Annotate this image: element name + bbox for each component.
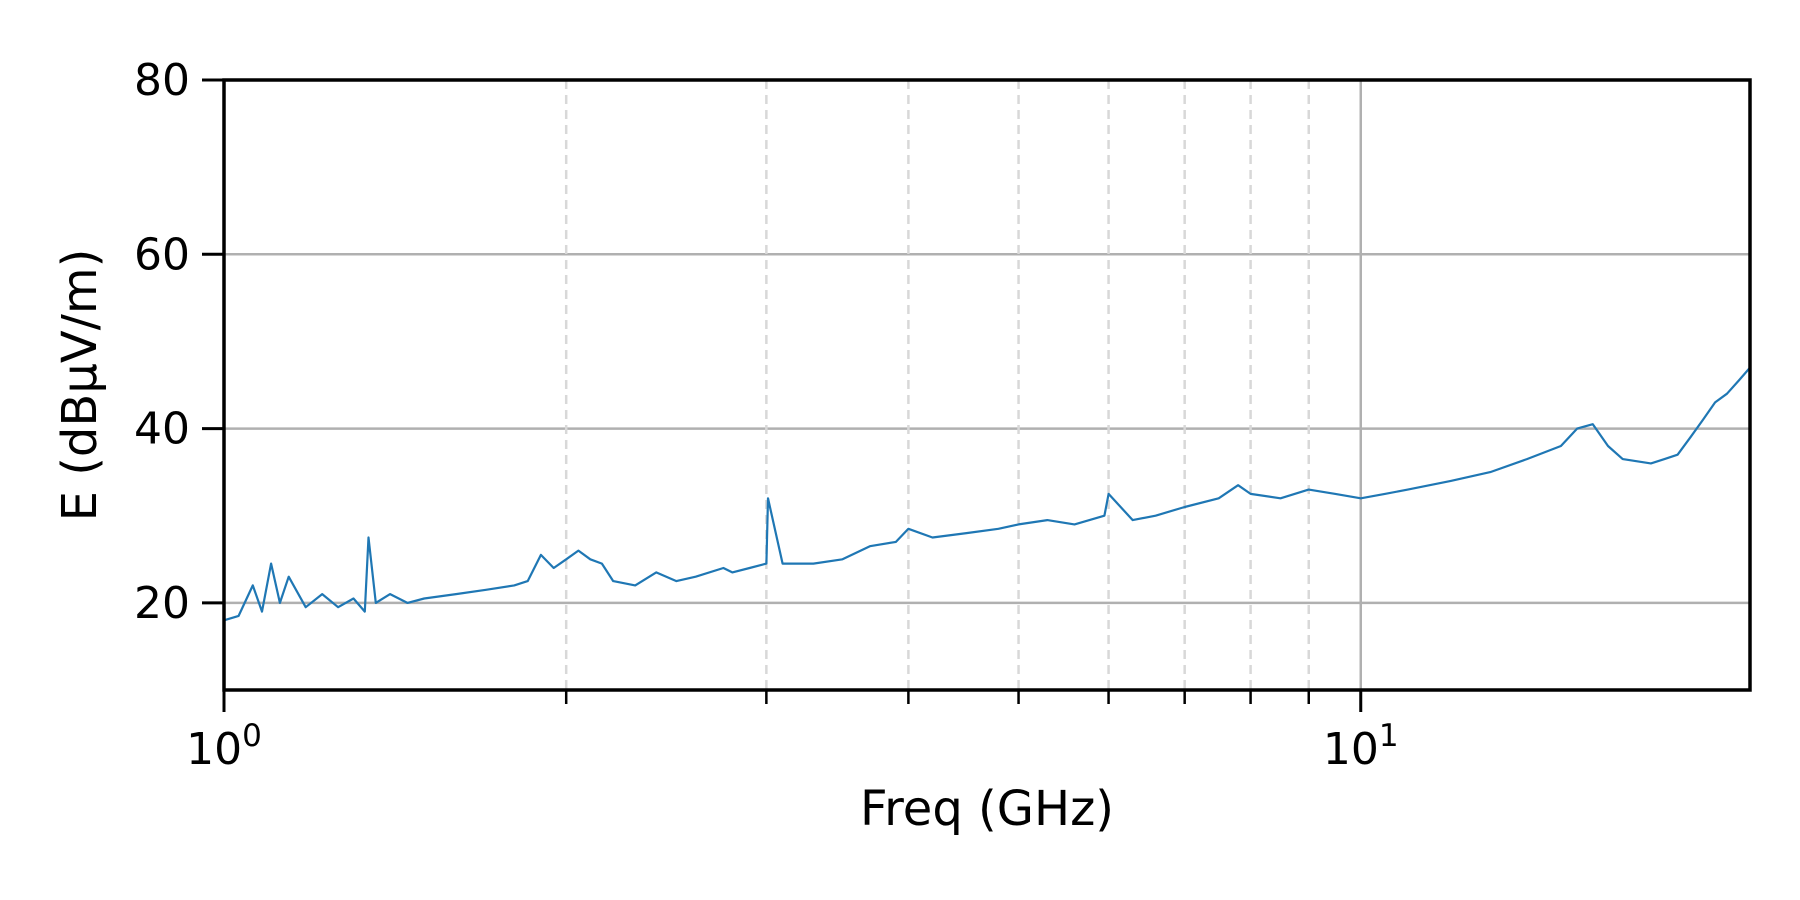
x-axis-label: Freq (GHz) [860, 781, 1114, 837]
x-tick-label: 101 [1323, 718, 1399, 775]
y-tick-label: 60 [134, 229, 190, 280]
y-tick-label: 80 [134, 55, 190, 106]
axis-ticks: 20 40 60 80 100 101 [134, 55, 1399, 775]
x-tick-label: 100 [186, 718, 262, 775]
plot-area [223, 366, 1751, 622]
y-tick-label: 40 [134, 404, 190, 455]
y-axis-label: E (dBµV/m) [52, 249, 108, 522]
y-tick-label: 20 [134, 578, 190, 629]
grid-lines [224, 78, 1750, 690]
axes-frame [222, 78, 1752, 692]
series-line [223, 366, 1751, 622]
